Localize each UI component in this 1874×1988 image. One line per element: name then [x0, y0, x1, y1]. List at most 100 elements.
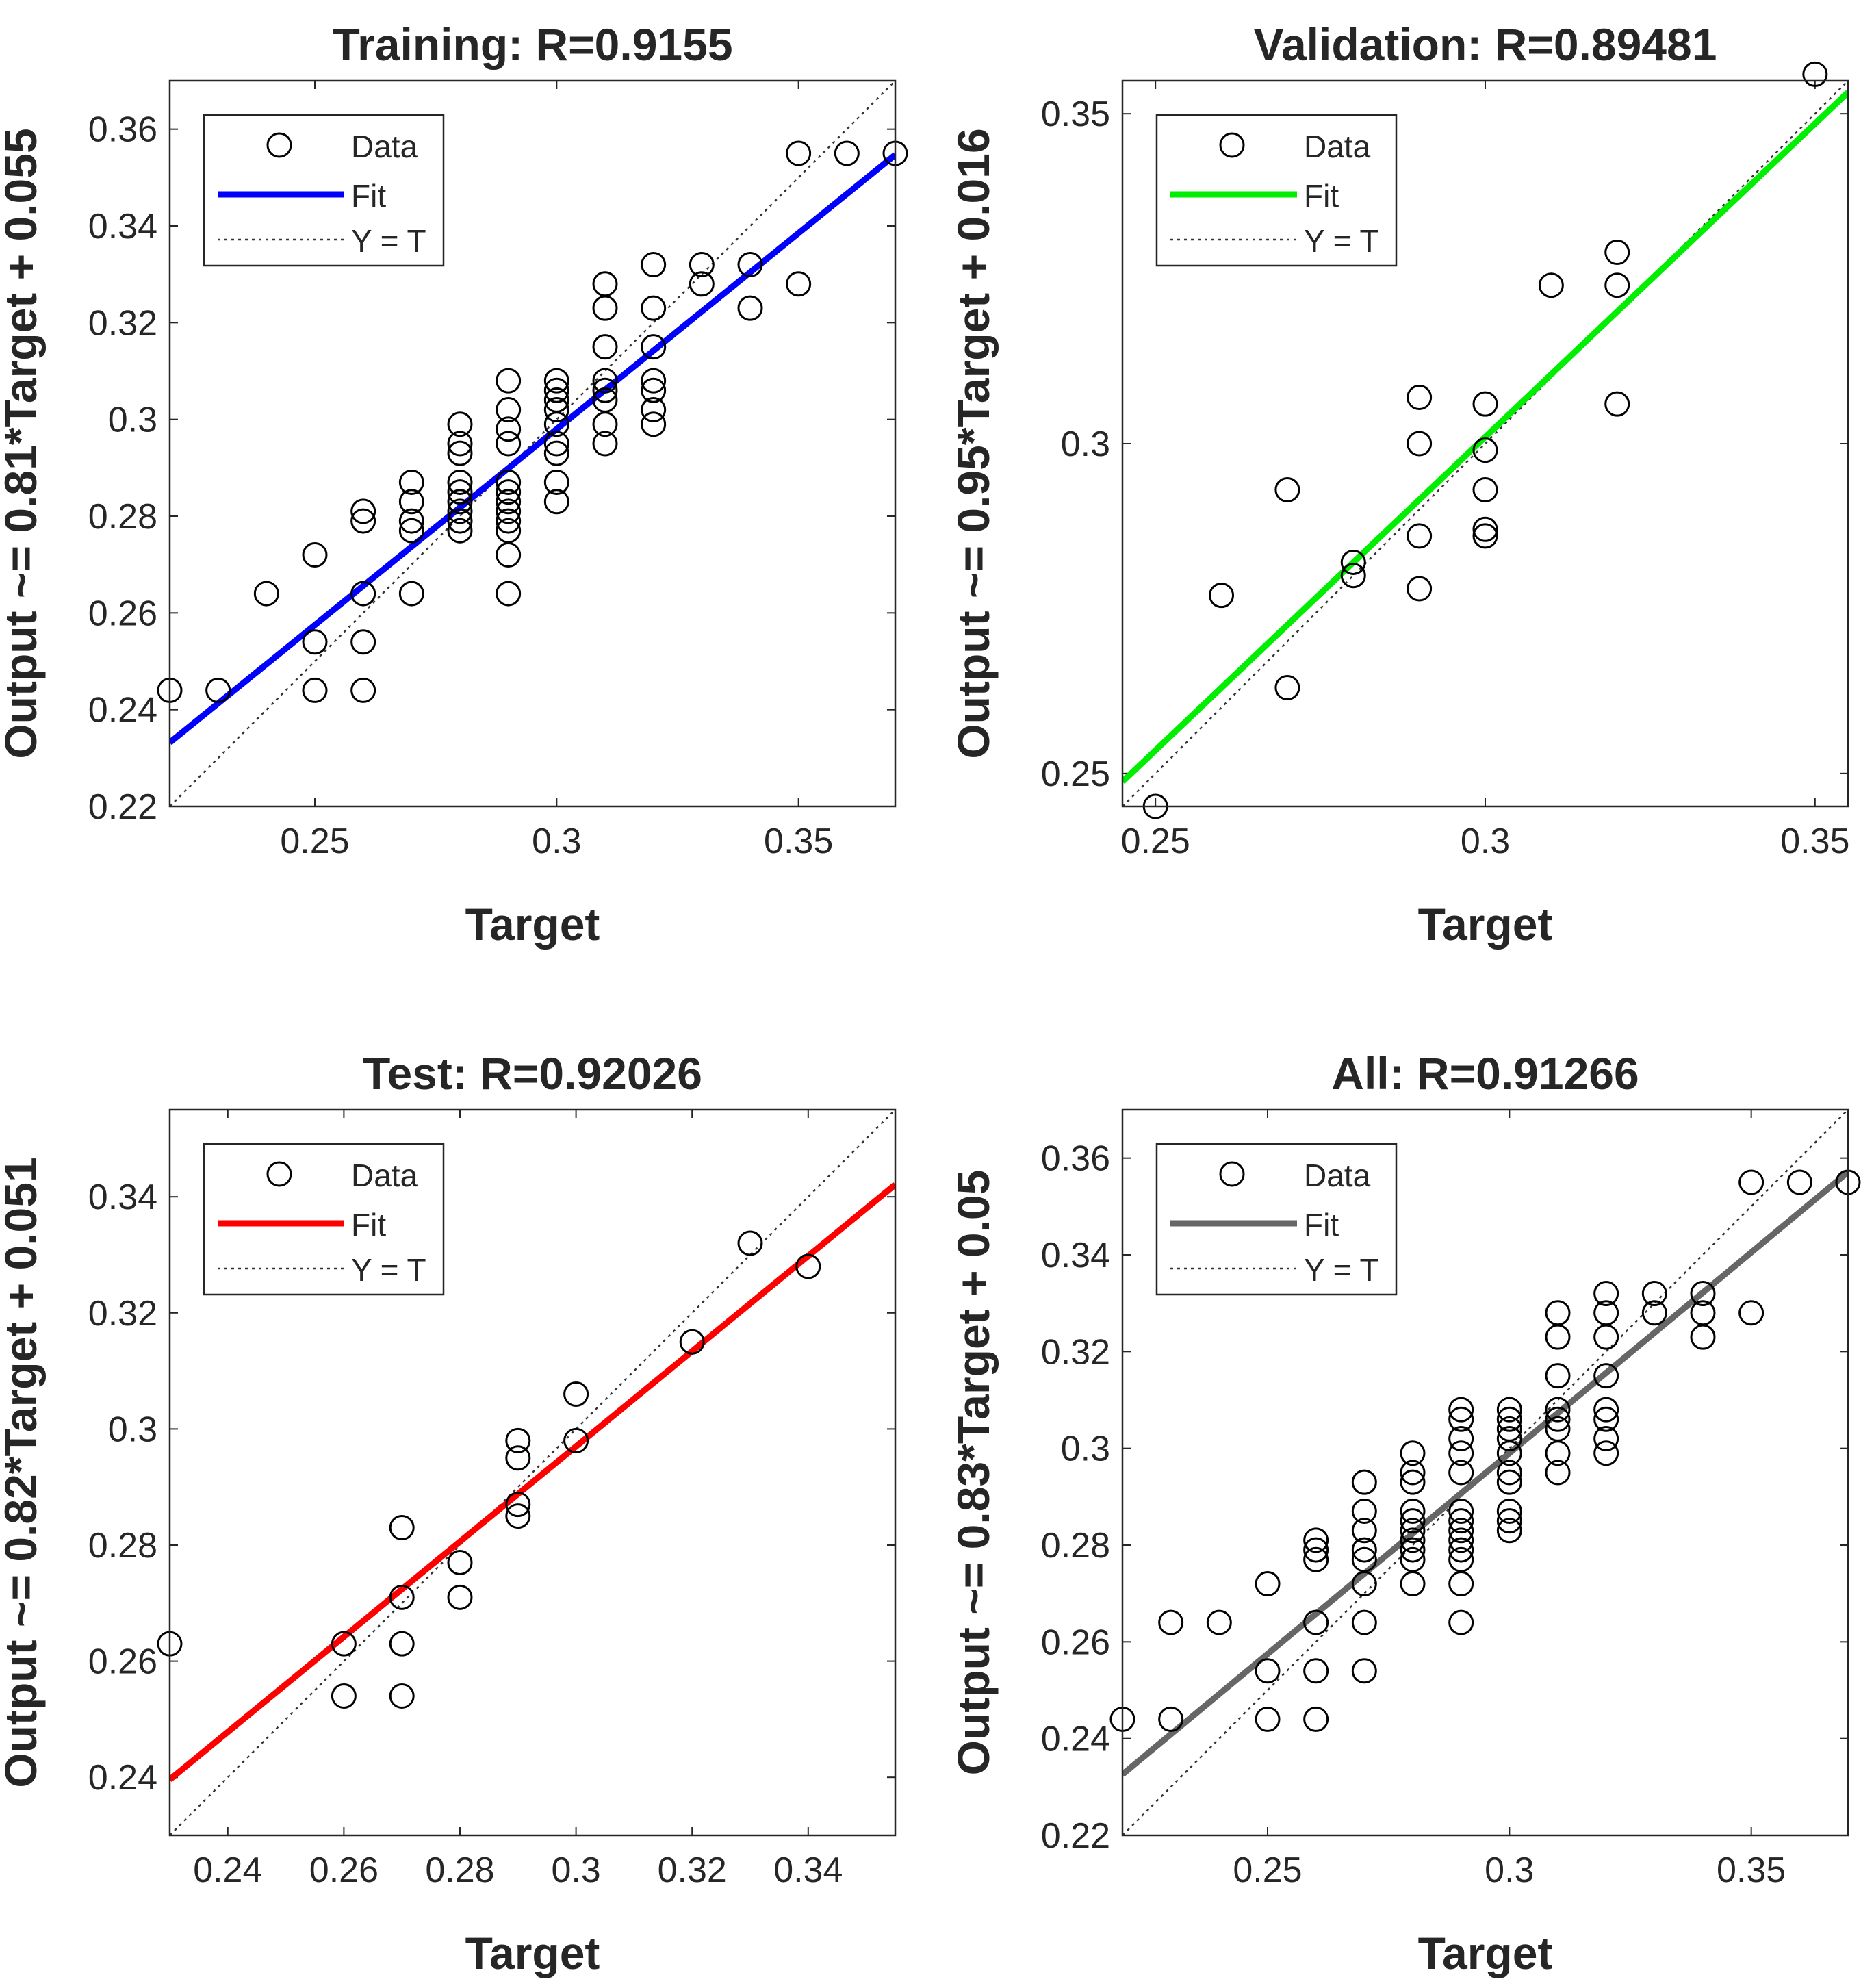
test-xtick-label: 0.28 [425, 1850, 494, 1890]
test-xtick-label: 0.26 [309, 1850, 378, 1890]
training-data-point [641, 334, 667, 360]
all-data-point [1496, 1397, 1522, 1423]
test-ytick-label: 0.32 [88, 1294, 157, 1334]
all-data-point [1400, 1518, 1426, 1544]
validation-legend-label: Fit [1304, 178, 1339, 214]
training-data-point [592, 431, 618, 457]
all-data-point [1448, 1518, 1474, 1544]
training-data-point [447, 411, 473, 437]
validation-ytick-label: 0.35 [1041, 94, 1110, 134]
test-axes-box [168, 1108, 897, 1837]
training-xtick-label: 0.3 [532, 821, 581, 861]
training-ytick-label: 0.26 [88, 594, 157, 633]
all-legend-box [1155, 1143, 1398, 1296]
all-xtick-label: 0.3 [1485, 1850, 1534, 1890]
validation-legend-data-marker [1219, 132, 1245, 158]
test-xtick-label: 0.24 [193, 1850, 262, 1890]
test-legend-label: Data [351, 1158, 418, 1193]
all-data-point [1545, 1397, 1571, 1423]
validation-data-point [1407, 523, 1433, 549]
training-xtick-label: 0.35 [764, 821, 833, 861]
training-data-point [737, 295, 763, 321]
validation-legend: Data Fit Y = T [1155, 114, 1398, 267]
validation-axes-box [1121, 79, 1849, 808]
all-xtick-label: 0.25 [1233, 1850, 1302, 1890]
validation-legend-box [1155, 114, 1398, 267]
all-data-point [1351, 1518, 1377, 1544]
validation-xtick-label: 0.3 [1461, 821, 1510, 861]
all-data-point [1303, 1527, 1329, 1553]
test-data-point [795, 1253, 821, 1279]
training-ytick-label: 0.24 [88, 691, 157, 730]
all-ytick-label: 0.34 [1041, 1236, 1110, 1275]
validation-data-point [1604, 272, 1630, 298]
test-data-point [505, 1445, 531, 1471]
test-xtick-label: 0.3 [551, 1850, 600, 1890]
training-ytick-label: 0.28 [88, 497, 157, 537]
all-data-point [1158, 1609, 1184, 1635]
training-data-point [543, 440, 569, 466]
training-data-point [786, 271, 812, 297]
training-data-point [302, 629, 328, 655]
validation-data-point [1340, 563, 1366, 589]
all-data-point [1496, 1499, 1522, 1525]
all-data-point [1400, 1440, 1426, 1466]
test-ylabel: Output ~= 0.82*Target + 0.051 [0, 1157, 46, 1787]
test-legend-label: Y = T [351, 1252, 426, 1288]
training-data-point [447, 470, 473, 496]
validation-ylabel: Output ~= 0.95*Target + 0.016 [948, 128, 999, 759]
all-data-point [1690, 1324, 1716, 1350]
training-data-point [398, 581, 424, 607]
training-ylabel: Output ~= 0.81*Target + 0.055 [0, 128, 46, 759]
training-data-point [689, 252, 715, 278]
test-data-point [389, 1515, 415, 1541]
all-data-point [1400, 1499, 1426, 1525]
training-data-point [592, 295, 618, 321]
validation-legend-label: Data [1304, 129, 1371, 164]
all-data-point [1303, 1537, 1329, 1563]
all-data-point [1545, 1363, 1571, 1389]
all-data-point [1400, 1460, 1426, 1486]
all-data-point [1690, 1281, 1716, 1307]
all-data-point [1448, 1406, 1474, 1432]
all-xlabel: Target [1418, 1928, 1553, 1978]
training-ytick-label: 0.34 [88, 207, 157, 246]
training-data-point [253, 581, 279, 607]
training-data-point [398, 508, 424, 534]
all-data-point [1593, 1426, 1619, 1452]
training-ytick-label: 0.3 [108, 400, 157, 440]
all-axes-box [1121, 1108, 1849, 1837]
training-data-point [786, 140, 812, 166]
training-ytick-label: 0.36 [88, 110, 157, 150]
training-data-point [398, 470, 424, 496]
all-data-point [1351, 1571, 1377, 1597]
all-legend-label: Data [1304, 1158, 1371, 1193]
training-data-point [350, 498, 376, 524]
all-data-point [1448, 1440, 1474, 1466]
test-data-point [505, 1427, 531, 1453]
all-data-point [1738, 1300, 1764, 1326]
test-legend-data-marker [266, 1161, 292, 1187]
all-data-point [1400, 1527, 1426, 1553]
training-legend-box [203, 114, 445, 267]
training-data-point [350, 629, 376, 655]
all-data-point [1351, 1609, 1377, 1635]
test-data-point [331, 1683, 357, 1709]
training-data-point [496, 397, 522, 423]
all-data-point [1351, 1499, 1377, 1525]
all-legend-label: Fit [1304, 1207, 1339, 1242]
training-data-point [543, 368, 569, 394]
all-data-point [1786, 1169, 1812, 1195]
all-data-point [1496, 1508, 1522, 1534]
validation-title: Validation: R=0.89481 [1254, 19, 1717, 70]
validation-data-point [1802, 61, 1828, 87]
validation-data-point [1472, 523, 1498, 549]
training-data-point [496, 581, 522, 607]
all-data-point [1448, 1537, 1474, 1563]
all-data-point [1448, 1571, 1474, 1597]
training-data-point [447, 518, 473, 544]
training-data-point [447, 479, 473, 505]
all-data-point [1593, 1363, 1619, 1389]
test-data-point [679, 1329, 705, 1355]
test-fit-line [170, 1182, 895, 1783]
